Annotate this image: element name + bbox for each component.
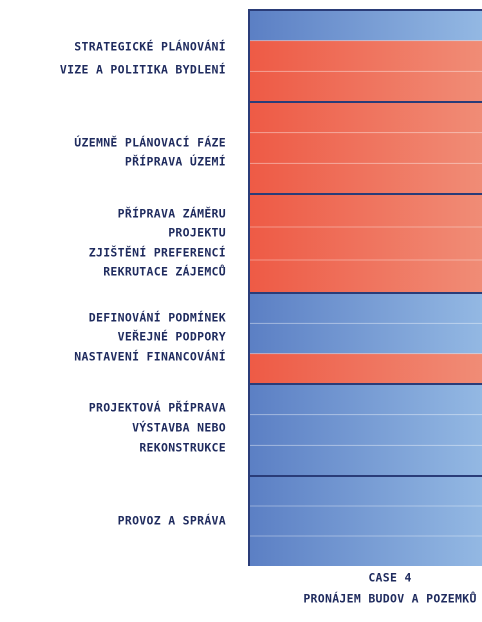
cell bbox=[248, 293, 482, 324]
phase-label: ZJIŠTĚNÍ PREFERENCÍ bbox=[89, 245, 226, 260]
cell bbox=[248, 353, 482, 384]
cell bbox=[248, 40, 482, 72]
cell bbox=[248, 102, 482, 133]
cell bbox=[248, 476, 482, 506]
phase-label: PROJEKTU bbox=[168, 226, 226, 240]
cell bbox=[248, 506, 482, 536]
cell bbox=[248, 10, 482, 41]
cell bbox=[248, 163, 482, 194]
cell bbox=[248, 414, 482, 446]
phase-label: DEFINOVÁNÍ PODMÍNEK bbox=[89, 310, 226, 325]
phase-label: PŘÍPRAVA ZÁMĚRU bbox=[118, 206, 226, 221]
cell bbox=[248, 227, 482, 260]
cell bbox=[248, 536, 482, 566]
phase-label: VÝSTAVBA NEBO bbox=[132, 420, 226, 435]
phase-label: ÚZEMNĚ PLÁNOVACÍ FÁZE bbox=[74, 135, 226, 150]
phase-label: VIZE A POLITIKA BYDLENÍ bbox=[60, 62, 226, 77]
case-column bbox=[248, 9, 482, 566]
phase-label: PŘÍPRAVA ÚZEMÍ bbox=[125, 154, 226, 169]
cell bbox=[248, 71, 482, 102]
phase-label: REKONSTRUKCE bbox=[139, 441, 226, 455]
cell bbox=[248, 260, 482, 293]
phase-label: PROVOZ A SPRÁVA bbox=[118, 513, 226, 528]
cell bbox=[248, 194, 482, 227]
case-subtitle: PRONÁJEM BUDOV A POZEMKŮ bbox=[303, 591, 476, 606]
cell bbox=[248, 323, 482, 354]
phase-label: STRATEGICKÉ PLÁNOVÁNÍ bbox=[74, 39, 226, 54]
phase-label: VEŘEJNÉ PODPORY bbox=[118, 329, 226, 344]
phase-label: NASTAVENÍ FINANCOVÁNÍ bbox=[74, 349, 226, 364]
cell bbox=[248, 132, 482, 164]
case-title: CASE 4 bbox=[368, 571, 411, 585]
phase-label: PROJEKTOVÁ PŘÍPRAVA bbox=[89, 400, 226, 415]
phase-label: REKRUTACE ZÁJEMCŮ bbox=[103, 264, 226, 279]
cell bbox=[248, 384, 482, 415]
cell bbox=[248, 445, 482, 476]
